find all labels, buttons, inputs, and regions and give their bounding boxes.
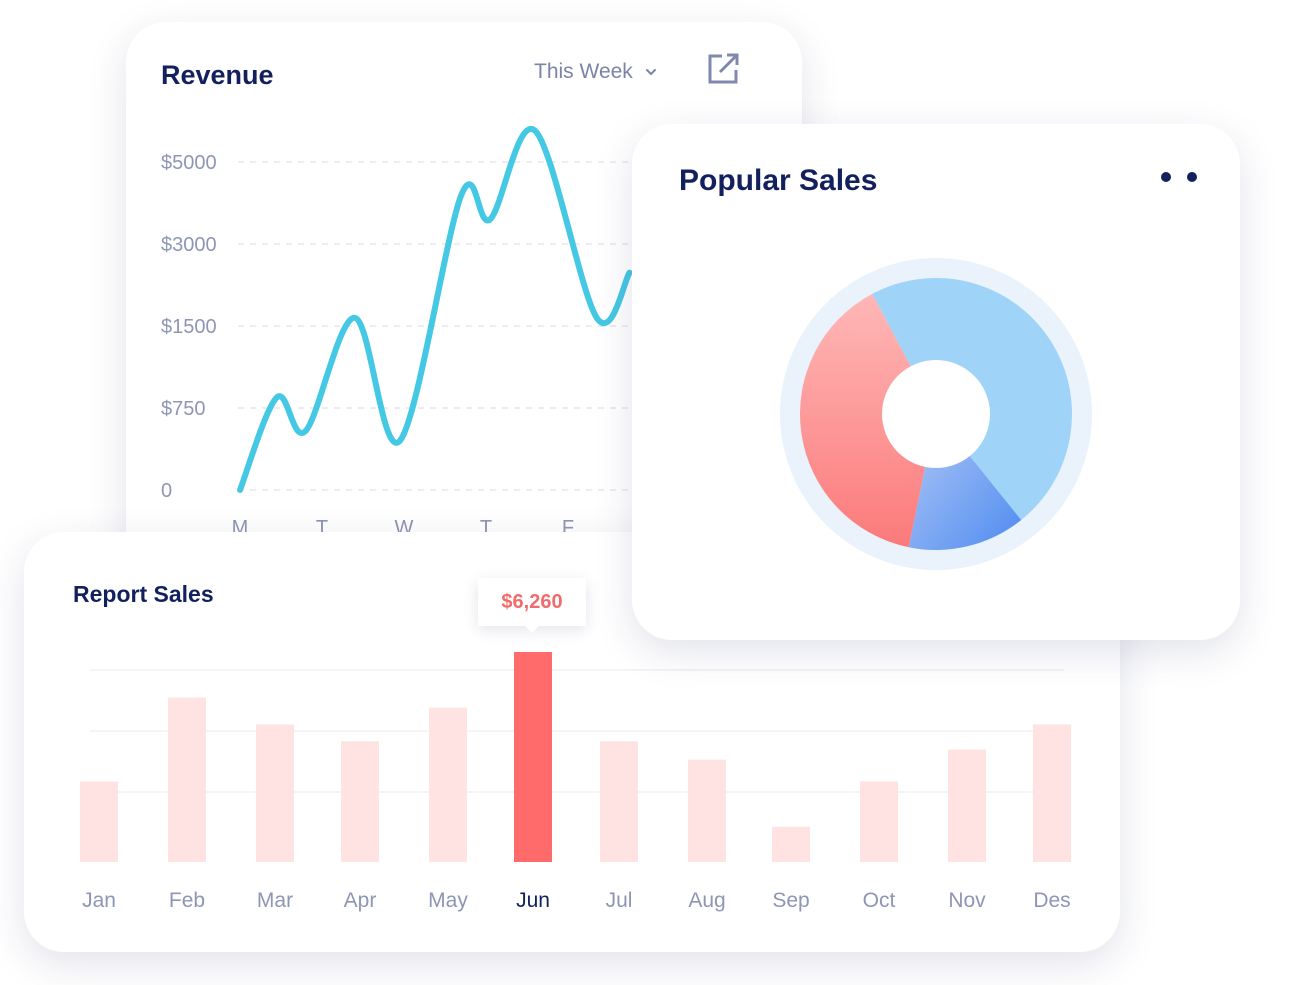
more-dots-icon[interactable] [1156, 166, 1202, 188]
period-dropdown[interactable]: This Week [534, 60, 657, 84]
donut-hole [882, 360, 990, 468]
y-tick-label: $750 [161, 398, 206, 420]
x-tick-label: Oct [863, 889, 896, 912]
y-tick-label: 0 [161, 480, 172, 502]
report-sales-chart: Jan Feb Mar Apr May Jun Jul Aug Sep Oct Nov Des [80, 652, 1071, 912]
bar[interactable] [772, 826, 810, 862]
x-tick-label: Des [1033, 889, 1070, 912]
bar[interactable] [80, 781, 118, 862]
y-tick-label: $1500 [161, 316, 217, 338]
bar[interactable] [688, 759, 726, 862]
bar[interactable] [514, 652, 552, 862]
revenue-line [237, 125, 633, 493]
x-tick-label: Mar [257, 889, 293, 912]
report-sales-title: Report Sales [73, 581, 214, 607]
bar[interactable] [948, 749, 986, 862]
bar[interactable] [429, 707, 467, 862]
bar[interactable] [341, 741, 379, 862]
revenue-title: Revenue [161, 60, 274, 90]
popular-sales-title: Popular Sales [679, 164, 878, 197]
bar[interactable] [168, 697, 206, 862]
external-link-icon[interactable] [706, 50, 742, 86]
x-tick-label: Jul [606, 889, 633, 912]
x-tick-label: May [428, 889, 468, 912]
report-sales-card: Report Sales Jan Feb Mar Apr May Jun Jul Aug Sep… [24, 532, 1120, 952]
bar[interactable] [600, 741, 638, 862]
x-tick-label: Jun [516, 889, 550, 912]
period-label: This Week [534, 60, 633, 83]
x-tick-label: Nov [948, 889, 986, 912]
popular-sales-card: Popular Sales [632, 124, 1240, 640]
x-tick-label: Apr [344, 889, 377, 912]
x-tick-label: Jan [82, 889, 116, 912]
x-tick-label: Feb [169, 889, 205, 912]
bar[interactable] [1033, 724, 1071, 862]
bar[interactable] [256, 724, 294, 862]
y-tick-label: $3000 [161, 234, 217, 256]
chevron-down-icon [645, 69, 656, 76]
x-tick-label: Sep [772, 889, 809, 912]
popular-sales-donut [780, 258, 1092, 570]
bar-tooltip: $6,260 [478, 578, 586, 633]
donut-slice[interactable] [800, 293, 936, 548]
x-tick-label: Aug [688, 889, 725, 912]
bar[interactable] [860, 781, 898, 862]
y-tick-label: $5000 [161, 152, 217, 174]
